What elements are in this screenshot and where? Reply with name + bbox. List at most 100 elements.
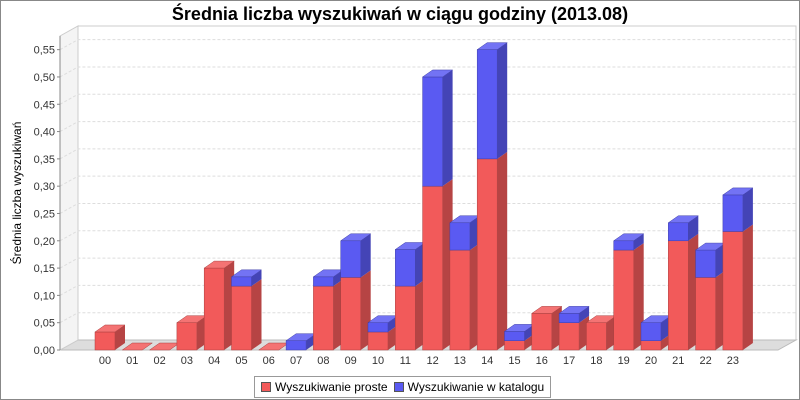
x-tick-label-19: 19 [618, 355, 630, 367]
x-tick-label-14: 14 [481, 355, 493, 367]
bar-top-01 [121, 342, 154, 351]
y-gridline [59, 312, 796, 324]
bar-catalog-22 [695, 249, 716, 278]
y-tick-label: 0,05 [34, 318, 55, 330]
bar-catalog-20 [640, 322, 662, 341]
x-tick-label-07: 07 [290, 355, 302, 367]
bar-catalog-19 [613, 240, 634, 251]
bar-catalog-12 [422, 76, 443, 187]
y-tick-label: 0,00 [34, 345, 55, 357]
y-tick-label: 0,25 [34, 208, 55, 220]
bar-side-12 [442, 69, 453, 187]
y-tick-label: 0,35 [34, 154, 55, 166]
y-gridline [59, 257, 796, 269]
bar-simple-13 [449, 249, 471, 351]
bar-catalog-05 [231, 276, 252, 287]
y-axis-label: Średnia liczba wyszukiwań [9, 122, 24, 265]
y-gridline [59, 121, 796, 133]
bar-top-00 [94, 324, 126, 333]
y-gridline [59, 148, 796, 160]
bar-catalog-15 [504, 331, 525, 341]
legend-swatch-simple [261, 382, 271, 392]
bar-catalog-23 [722, 194, 744, 232]
x-tick-label-17: 17 [563, 355, 575, 367]
bar-simple-22 [695, 277, 716, 351]
x-tick-label-23: 23 [727, 355, 739, 367]
bar-simple-17 [558, 322, 580, 351]
bar-simple-19 [613, 249, 634, 351]
bar-simple-23 [722, 231, 744, 351]
x-tick-label-18: 18 [590, 355, 602, 367]
bar-side-14 [497, 42, 508, 159]
x-tick-label-04: 04 [208, 355, 220, 367]
x-tick-label-05: 05 [235, 355, 247, 367]
bar-simple-21 [668, 240, 689, 351]
bar-side-00 [115, 324, 125, 350]
y-tick-label: 0,15 [34, 263, 55, 275]
bar-top-14 [476, 42, 508, 50]
bar-simple-08 [313, 285, 334, 351]
bar-simple-15 [504, 340, 525, 351]
bar-catalog-10 [367, 322, 389, 333]
x-tick-label-00: 00 [99, 355, 111, 367]
bar-simple-14 [476, 158, 498, 351]
legend: Wyszukiwanie proste Wyszukiwanie w katal… [254, 376, 552, 398]
bar-simple-05 [231, 285, 252, 351]
bar-side-09 [360, 233, 371, 278]
y-gridline [59, 175, 796, 187]
x-tick-label-09: 09 [345, 355, 357, 367]
y-tick-label: 0,50 [34, 72, 55, 84]
x-tick-label-11: 11 [400, 355, 411, 367]
bar-side-23 [742, 187, 753, 232]
bar-simple-00 [94, 331, 116, 351]
plot-side-wall [59, 25, 79, 351]
bar-catalog-11 [395, 249, 416, 287]
bar-simple-18 [586, 322, 607, 351]
bar-catalog-13 [449, 222, 471, 251]
x-tick-label-16: 16 [536, 355, 548, 367]
legend-label-simple: Wyszukiwanie proste [275, 380, 388, 394]
bar-top-16 [531, 306, 563, 314]
bar-top-05 [230, 269, 263, 278]
bar-catalog-14 [476, 49, 498, 160]
y-gridline [59, 230, 796, 242]
legend-swatch-catalog [393, 382, 404, 392]
bar-catalog-21 [668, 222, 689, 242]
bar-simple-20 [640, 340, 662, 351]
y-tick-label: 0,55 [34, 45, 55, 57]
bar-top-23 [722, 187, 754, 196]
bar-catalog-09 [340, 240, 361, 278]
chart-title: Średnia liczba wyszukiwań w ciągu godzin… [171, 4, 629, 24]
x-tick-label-22: 22 [699, 355, 711, 367]
bar-simple-09 [340, 277, 361, 351]
bar-top-19 [612, 233, 645, 242]
bar-simple-11 [395, 285, 416, 351]
bar-catalog-08 [313, 276, 334, 287]
x-tick-label-10: 10 [372, 355, 384, 367]
bar-simple-10 [367, 331, 389, 351]
bar-simple-12 [422, 185, 443, 351]
bar-top-04 [203, 260, 235, 269]
legend-label-catalog: Wyszukiwanie w katalogu [407, 380, 545, 394]
x-tick-label-13: 13 [454, 355, 466, 367]
y-tick-label: 0,40 [34, 127, 55, 139]
bar-side-17 [579, 306, 590, 323]
x-tick-label-08: 08 [317, 355, 329, 367]
y-gridline [59, 93, 796, 105]
y-gridline [59, 39, 796, 51]
x-tick-label-03: 03 [181, 355, 193, 367]
bar-catalog-07 [285, 340, 307, 351]
bar-simple-04 [203, 267, 225, 351]
bar-side-23 [742, 224, 753, 350]
y-tick-label: 0,45 [34, 99, 55, 111]
bar-simple-16 [531, 313, 553, 351]
bar-side-05 [251, 279, 262, 350]
bar-top-12 [421, 69, 454, 78]
legend-item-simple: Wyszukiwanie proste [261, 380, 388, 394]
bar-side-14 [497, 151, 508, 350]
y-gridline [59, 284, 796, 296]
y-tick-label: 0,10 [34, 290, 55, 302]
x-tick-label-12: 12 [426, 355, 438, 367]
x-tick-label-02: 02 [153, 355, 165, 367]
